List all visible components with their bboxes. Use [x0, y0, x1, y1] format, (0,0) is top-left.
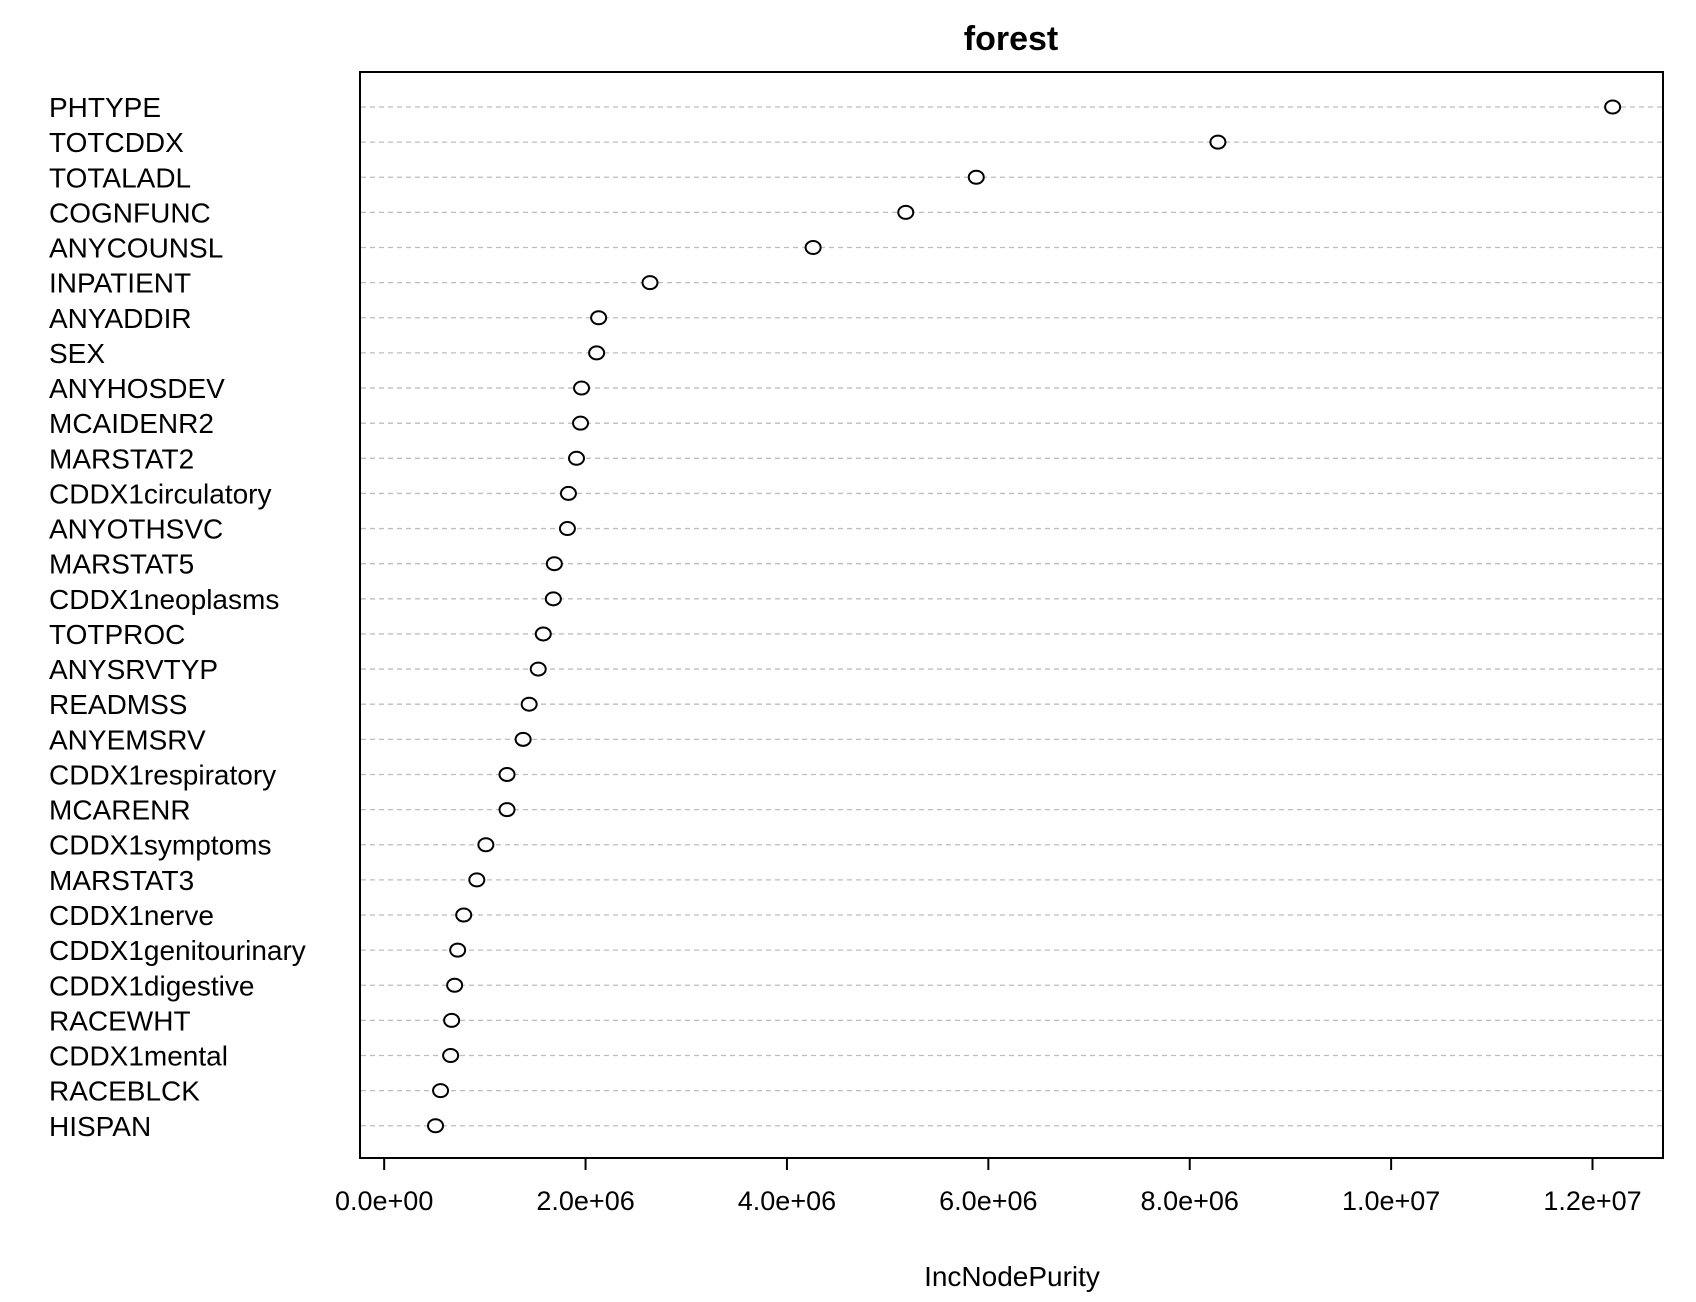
variable-label: CDDX1nerve: [49, 900, 214, 931]
data-point: [572, 415, 590, 431]
variable-label: HISPAN: [49, 1111, 151, 1142]
guide-lines: [361, 106, 1662, 1127]
data-points: [427, 99, 1622, 1134]
variable-label: MARSTAT2: [49, 443, 194, 474]
variable-label: MCAIDENR2: [49, 408, 214, 439]
variable-label: CDDX1circulatory: [49, 478, 272, 509]
x-axis: 0.0e+00 2.0e+06 4.0e+06 6.0e+06 8.0e+06 1.0e+…: [335, 1157, 1642, 1216]
data-point: [588, 345, 606, 361]
data-point: [477, 837, 495, 853]
x-tick-label: 1.2e+07: [1543, 1186, 1641, 1216]
variable-label: TOTPROC: [49, 619, 185, 650]
data-point: [641, 275, 659, 291]
chart-title: forest: [964, 20, 1058, 58]
x-tick-label: 6.0e+06: [939, 1186, 1037, 1216]
data-point: [897, 204, 915, 220]
x-axis-label: IncNodePurity: [924, 1261, 1100, 1292]
variable-label: CDDX1genitourinary: [49, 935, 306, 966]
data-point: [1209, 134, 1227, 150]
variable-label: CDDX1mental: [49, 1041, 228, 1072]
data-point: [573, 380, 591, 396]
x-tick-label: 1.0e+07: [1342, 1186, 1440, 1216]
data-point: [514, 731, 532, 747]
variable-label: PHTYPE: [49, 92, 161, 123]
x-tick-label: 8.0e+06: [1141, 1186, 1239, 1216]
variable-label: ANYSRVTYP: [49, 654, 218, 685]
variable-label: CDDX1respiratory: [49, 759, 276, 790]
variable-label: MCARENR: [49, 795, 191, 826]
variable-label: READMSS: [49, 689, 187, 720]
x-tick-label: 4.0e+06: [738, 1186, 836, 1216]
data-point: [529, 661, 547, 677]
data-point: [455, 907, 473, 923]
data-point: [449, 942, 467, 958]
variable-label: INPATIENT: [49, 268, 191, 299]
plot-frame: [359, 71, 1664, 1159]
data-point: [534, 626, 552, 642]
variable-label: ANYADDIR: [49, 303, 192, 334]
variable-label: ANYCOUNSL: [49, 233, 223, 264]
variable-label: MARSTAT5: [49, 549, 194, 580]
data-point: [498, 802, 516, 818]
data-point: [432, 1083, 450, 1099]
variable-label: TOTCDDX: [49, 127, 184, 158]
variable-label: RACEBLCK: [49, 1076, 200, 1107]
data-point: [498, 766, 516, 782]
variable-label: ANYOTHSVC: [49, 514, 223, 545]
variable-label: ANYEMSRV: [49, 724, 206, 755]
data-point: [446, 977, 464, 993]
variable-label: TOTALADL: [49, 162, 191, 193]
variable-label: CDDX1digestive: [49, 970, 254, 1001]
data-point: [545, 556, 563, 572]
variable-label: CDDX1symptoms: [49, 830, 271, 861]
data-point: [468, 872, 486, 888]
variable-label: RACEWHT: [49, 1005, 191, 1036]
data-point: [544, 591, 562, 607]
variable-labels: PHTYPE TOTCDDX TOTALADL COGNFUNC ANYCOUNSL IN…: [49, 92, 306, 1142]
data-point: [567, 450, 585, 466]
data-point: [559, 485, 577, 501]
variable-label: MARSTAT3: [49, 865, 194, 896]
variable-label: CDDX1neoplasms: [49, 584, 279, 615]
data-point: [1604, 99, 1622, 115]
variable-label: SEX: [49, 338, 105, 369]
data-point: [967, 169, 985, 185]
variable-label: ANYHOSDEV: [49, 373, 225, 404]
data-point: [590, 310, 608, 326]
x-tick-label: 0.0e+00: [335, 1186, 433, 1216]
data-point: [442, 1048, 460, 1064]
x-tick-label: 2.0e+06: [536, 1186, 634, 1216]
data-point: [427, 1118, 445, 1134]
data-point: [443, 1012, 461, 1028]
data-point: [558, 521, 576, 537]
data-point: [520, 696, 538, 712]
variable-label: COGNFUNC: [49, 197, 211, 228]
data-point: [804, 240, 822, 256]
